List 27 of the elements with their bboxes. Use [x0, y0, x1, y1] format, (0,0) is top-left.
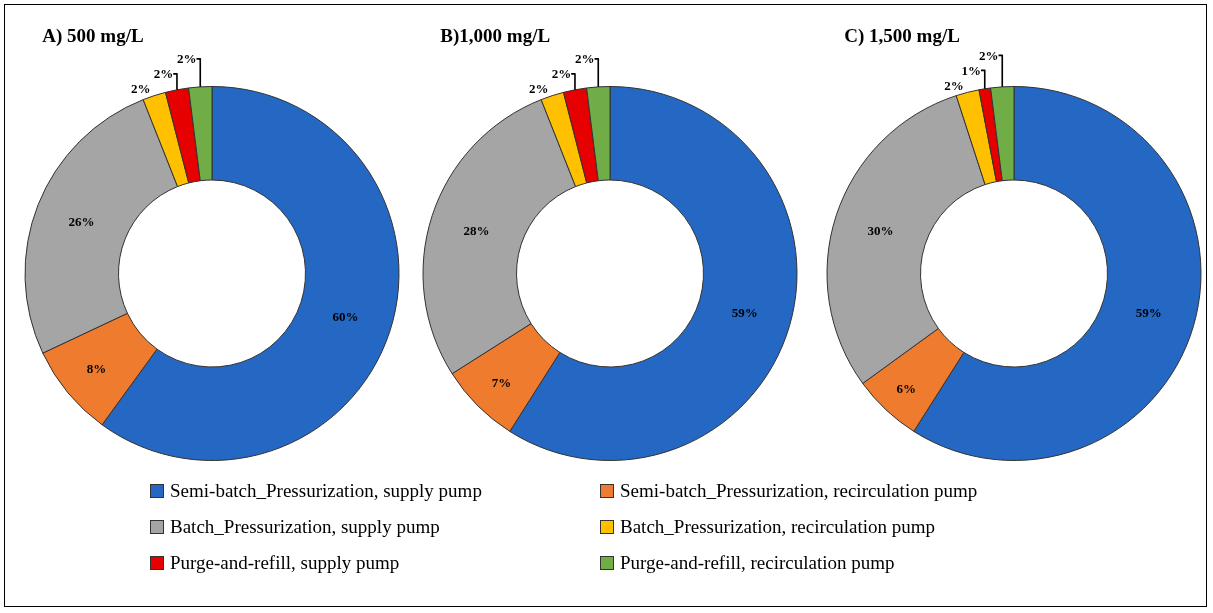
data-label: 59% [731, 305, 758, 321]
data-label: 6% [896, 380, 916, 396]
legend-label: Semi-batch_Pressurization, supply pump [170, 480, 482, 502]
data-label: 26% [68, 214, 95, 230]
data-label: 2% [130, 81, 151, 97]
data-label: 59% [1135, 305, 1162, 321]
chart-title: B)1,000 mg/L [440, 25, 551, 48]
legend-label: Purge-and-refill, supply pump [170, 552, 400, 574]
legend-label: Purge-and-refill, recirculation pump [620, 552, 895, 574]
data-label: 8% [86, 361, 107, 377]
data-label: 2% [528, 81, 549, 97]
legend-label: Semi-batch_Pressurization, recirculation pump [620, 480, 978, 502]
data-label: 60% [332, 309, 359, 325]
data-label: 28% [463, 222, 490, 238]
legend-label: Batch_Pressurization, supply pump [170, 516, 440, 538]
data-label: 2% [944, 77, 964, 93]
data-label: 1% [961, 62, 981, 78]
legend-label: Batch_Pressurization, recirculation pump [620, 516, 935, 538]
data-label: 2% [575, 51, 595, 67]
data-label: 7% [491, 374, 512, 390]
data-label: 2% [153, 66, 174, 82]
data-label: 2% [177, 51, 197, 67]
data-label: 30% [867, 222, 894, 238]
chart-title: A) 500 mg/L [42, 25, 144, 48]
data-label: 2% [551, 66, 572, 82]
chart-title: C) 1,500 mg/L [844, 25, 960, 48]
data-label: 2% [979, 47, 999, 63]
